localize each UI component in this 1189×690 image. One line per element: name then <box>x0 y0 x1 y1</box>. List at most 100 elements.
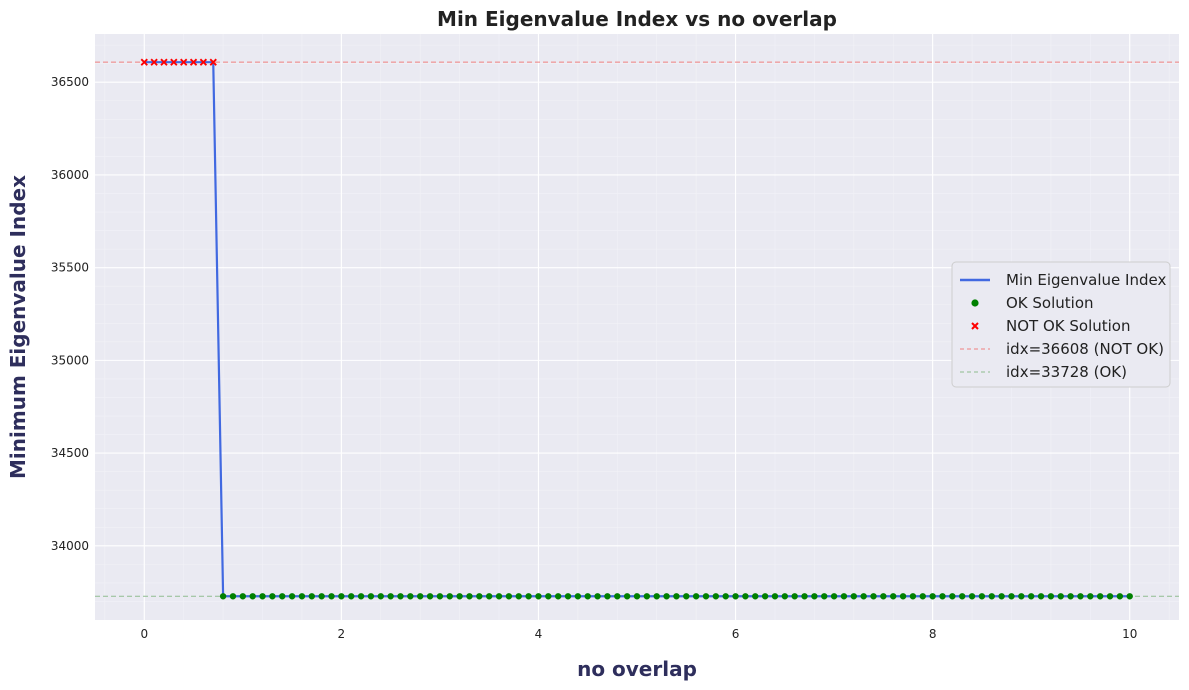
not-ok-point <box>189 58 198 66</box>
x-tick-label: 8 <box>929 627 937 641</box>
ok-point <box>909 593 917 600</box>
ok-point <box>653 593 660 600</box>
ok-point <box>1077 593 1084 600</box>
ok-point <box>485 593 493 600</box>
ok-point <box>860 593 867 600</box>
ok-point <box>525 593 532 600</box>
ok-point <box>781 593 789 600</box>
not-ok-point-stroke <box>170 58 178 66</box>
not-ok-point <box>209 58 217 66</box>
legend-label-ref-notok: idx=36608 (NOT OK) <box>1006 340 1164 358</box>
legend-label-line: Min Eigenvalue Index <box>1006 271 1166 289</box>
ok-point <box>1047 593 1055 600</box>
ok-point <box>594 593 601 600</box>
not-ok-point-stroke <box>189 58 198 66</box>
ok-point <box>988 593 995 600</box>
ok-point <box>722 593 729 600</box>
ok-point <box>476 593 483 600</box>
ok-point <box>1008 593 1015 600</box>
ok-point <box>1096 593 1104 600</box>
ok-point <box>584 593 591 600</box>
not-ok-point-stroke <box>160 58 168 66</box>
ok-point <box>890 593 897 600</box>
not-ok-point-stroke <box>140 58 148 66</box>
legend: Min Eigenvalue Index OK Solution NOT OK … <box>951 261 1171 388</box>
x-tick-label: 0 <box>140 627 148 641</box>
ok-point <box>377 593 384 600</box>
ok-point <box>683 593 690 600</box>
ok-point <box>239 593 247 600</box>
not-ok-point <box>140 58 148 66</box>
ok-point <box>387 593 394 600</box>
ok-point <box>436 593 444 600</box>
ok-point <box>515 593 522 600</box>
y-tick-label: 34000 <box>51 539 89 553</box>
ok-point <box>1126 593 1133 600</box>
ok-point <box>456 593 463 600</box>
ok-point <box>426 593 434 600</box>
ok-point <box>495 593 503 600</box>
ok-point <box>850 593 857 600</box>
ok-point <box>899 593 907 600</box>
ok-point <box>801 593 808 600</box>
ok-point <box>742 593 749 600</box>
ok-point <box>998 593 1005 600</box>
ok-point <box>288 593 296 600</box>
ok-point <box>761 593 769 600</box>
ok-point <box>811 593 818 600</box>
legend-notok-swatch <box>971 322 979 330</box>
ok-point <box>614 593 621 600</box>
x-tick-labels: 0 2 4 6 8 10 <box>140 627 1137 641</box>
x-tick-label: 6 <box>732 627 740 641</box>
ok-point <box>692 593 700 600</box>
ok-point <box>732 593 739 600</box>
x-tick-label: 2 <box>338 627 346 641</box>
ok-point <box>545 593 552 600</box>
ok-point <box>407 593 414 600</box>
ok-point <box>219 593 227 600</box>
ok-point <box>919 593 926 600</box>
ok-point <box>1067 593 1074 600</box>
ok-point <box>535 593 542 600</box>
legend-box <box>951 261 1171 388</box>
ok-point <box>505 593 513 600</box>
y-tick-label: 36000 <box>51 168 89 182</box>
grid-major <box>95 34 1179 620</box>
ok-point <box>466 593 473 600</box>
ok-point <box>367 593 375 600</box>
x-tick-label: 10 <box>1122 627 1137 641</box>
ok-point <box>870 593 877 600</box>
ok-point <box>604 593 611 600</box>
ok-point <box>249 593 256 600</box>
y-tick-label: 34500 <box>51 446 89 460</box>
ok-point <box>1106 593 1114 600</box>
ok-point <box>712 593 720 600</box>
ok-point <box>357 593 365 600</box>
not-ok-point <box>160 58 168 66</box>
not-ok-point <box>180 58 188 66</box>
x-tick-label: 4 <box>535 627 543 641</box>
ok-point <box>929 593 936 600</box>
ok-point <box>338 593 345 600</box>
ok-point <box>229 593 237 600</box>
ok-point <box>643 593 651 600</box>
ok-point <box>939 593 946 600</box>
ok-point <box>554 593 562 600</box>
x-axis-label: no overlap <box>577 657 697 681</box>
legend-label-ref-ok: idx=33728 (OK) <box>1006 363 1127 381</box>
not-ok-point-stroke <box>209 58 217 66</box>
ok-point <box>633 593 641 600</box>
ok-point <box>348 593 355 600</box>
not-ok-point-stroke <box>199 58 208 66</box>
series-layer <box>140 58 1133 600</box>
ok-point <box>949 593 956 600</box>
ok-point <box>1018 593 1025 600</box>
ok-point <box>1037 593 1045 600</box>
not-ok-point <box>150 58 158 66</box>
ok-point <box>1116 593 1124 600</box>
ok-point <box>791 593 798 600</box>
ok-point <box>702 593 710 600</box>
y-tick-label: 36500 <box>51 75 89 89</box>
ok-point <box>1027 593 1035 600</box>
